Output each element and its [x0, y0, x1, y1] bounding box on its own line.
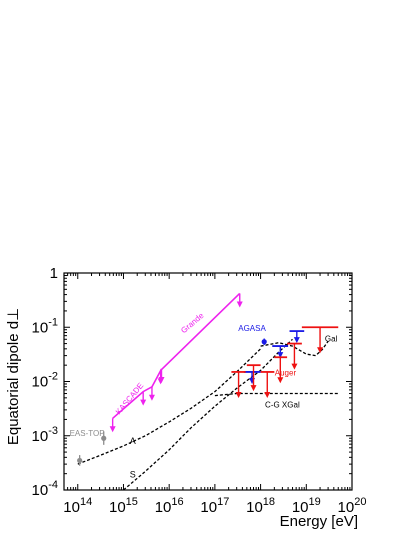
y-tick-label: 10-3 [32, 425, 58, 445]
y-tick-label: 1 [50, 265, 58, 282]
annotation-eas-top: EAS-TOP [70, 429, 105, 438]
annotation-auger: Auger [275, 368, 297, 377]
series-auger-limit-arrowhead [250, 385, 257, 392]
series-agasa-point [261, 339, 267, 345]
x-tick-labels: 1014 1015 1016 1017 1018 1019 1020 [63, 496, 366, 516]
annotation-kascade: KASCADE [114, 381, 145, 416]
series-c-g-xgal-curve [214, 392, 339, 397]
x-tick-label: 1016 [155, 496, 184, 516]
x-tick-label: 1017 [200, 496, 229, 516]
annotation-gal: Gal [325, 334, 338, 343]
series-auger-limit-arrowhead [291, 363, 298, 370]
series-grande-limit-arrowhead [236, 301, 243, 308]
data-marks [77, 292, 339, 466]
y-axis-label: Equatorial dipole d⊥ [5, 308, 22, 445]
y-tick-label: 10-4 [32, 479, 58, 499]
plot-frame [63, 272, 353, 491]
series-grande-limit-arrowhead [157, 378, 164, 385]
annotation-c-g-xgal: C-G XGal [265, 401, 300, 410]
annotation-agasa: AGASA [238, 324, 266, 333]
series-kascade-limit-line [112, 368, 163, 419]
model-curves [77, 338, 339, 491]
x-tick-label: 1014 [63, 496, 92, 516]
x-tick-label: 1020 [338, 496, 367, 516]
series-auger-limit-arrowhead [317, 347, 324, 354]
x-tick-label: 1018 [246, 496, 275, 516]
x-tick-label: 1015 [109, 496, 138, 516]
series-s-curve [123, 338, 293, 491]
x-tick-label: 1019 [292, 496, 321, 516]
series-a-curve [77, 348, 262, 465]
annotation-s: S [130, 469, 136, 479]
y-tick-label: 10-2 [32, 371, 58, 391]
series-kascade-limit-arrowhead [109, 426, 116, 433]
series-kascade-limit-arrowhead [140, 399, 147, 406]
series-auger-limit-arrowhead [277, 377, 284, 384]
series-eas-top-point [77, 457, 83, 464]
series-agasa-limit-arrowhead [293, 337, 300, 344]
series-auger-limit-arrowhead [235, 391, 242, 398]
series-kascade-limit-arrowhead [148, 394, 155, 401]
annotation-grande: Grande [179, 311, 206, 335]
annotation-a: A [130, 436, 136, 446]
series-agasa-limit-arrowhead [277, 352, 284, 359]
y-tick-label: 10-1 [32, 316, 58, 336]
series-grande-limit-line [160, 292, 241, 371]
series-auger-limit-arrowhead [264, 391, 271, 398]
y-tick-labels: 10-4 10-3 10-2 10-1 1 [32, 265, 58, 499]
x-axis-label: Energy [eV] [280, 513, 358, 530]
series-gal-curve [260, 340, 329, 357]
minor-ticks [63, 272, 353, 491]
series-eas-top-point [101, 435, 107, 441]
